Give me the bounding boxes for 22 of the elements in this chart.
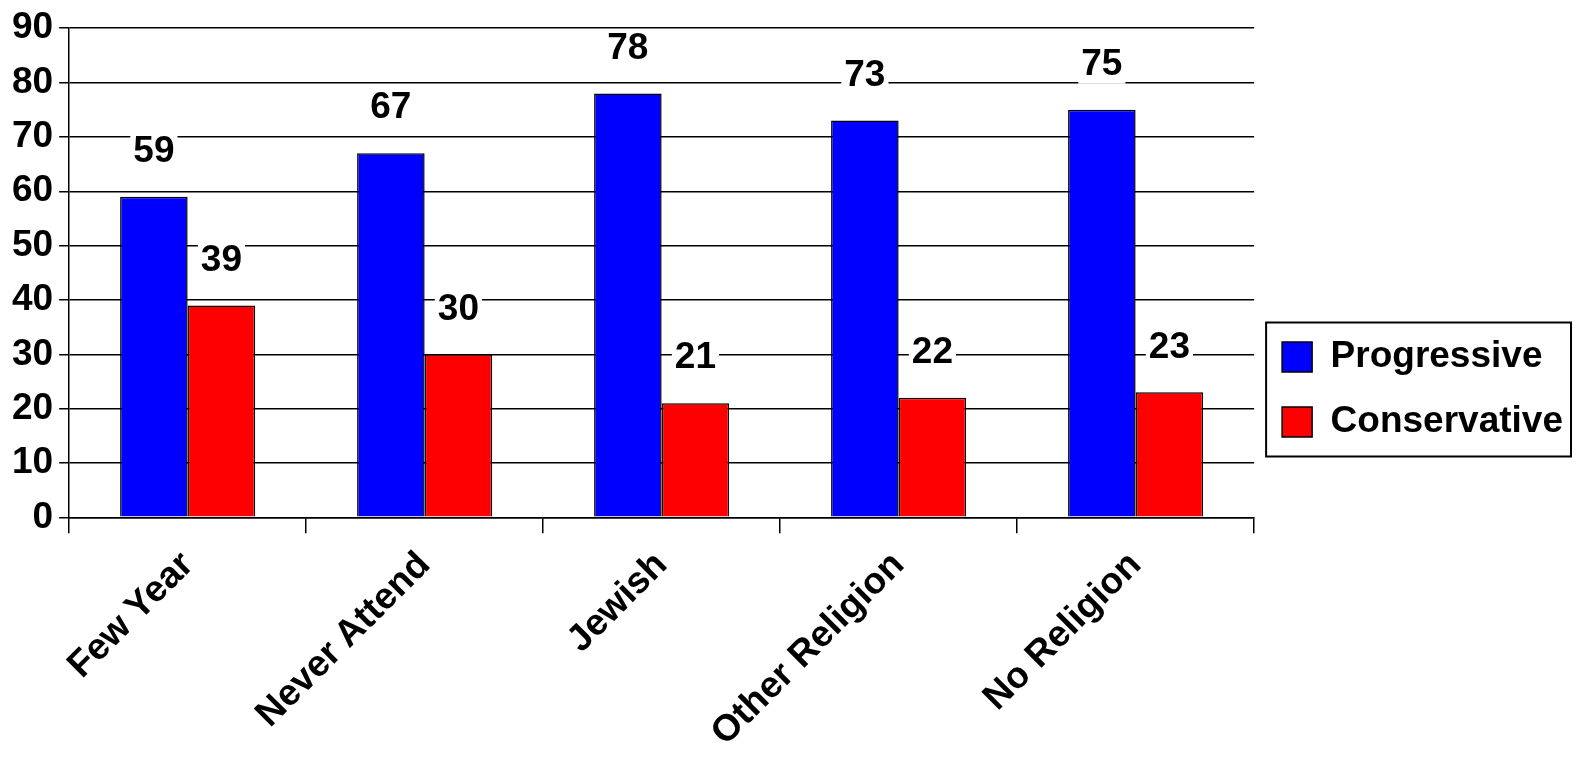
y-tick-label: 60 [12, 168, 54, 210]
data-label: 67 [370, 85, 412, 127]
y-tick-label: 30 [12, 331, 54, 373]
y-tick-label: 90 [12, 5, 54, 47]
data-label: 75 [1081, 41, 1123, 83]
y-tick-label: 10 [12, 440, 54, 482]
data-label: 22 [911, 329, 953, 371]
legend-label: Conservative [1330, 399, 1563, 441]
data-label: 21 [674, 335, 716, 377]
y-tick-label: 0 [32, 494, 54, 536]
data-label: 39 [200, 237, 242, 279]
y-tick-label: 20 [12, 385, 54, 427]
legend-label: Progressive [1330, 334, 1543, 376]
y-tick-label: 50 [12, 222, 54, 264]
data-label: 78 [607, 25, 649, 67]
data-label: 73 [844, 52, 886, 94]
y-tick-label: 80 [12, 59, 54, 101]
data-label: 30 [437, 286, 479, 328]
y-tick-label: 40 [12, 277, 54, 319]
data-label: 23 [1148, 324, 1190, 366]
y-tick-label: 70 [12, 114, 54, 156]
data-label: 59 [133, 128, 175, 170]
